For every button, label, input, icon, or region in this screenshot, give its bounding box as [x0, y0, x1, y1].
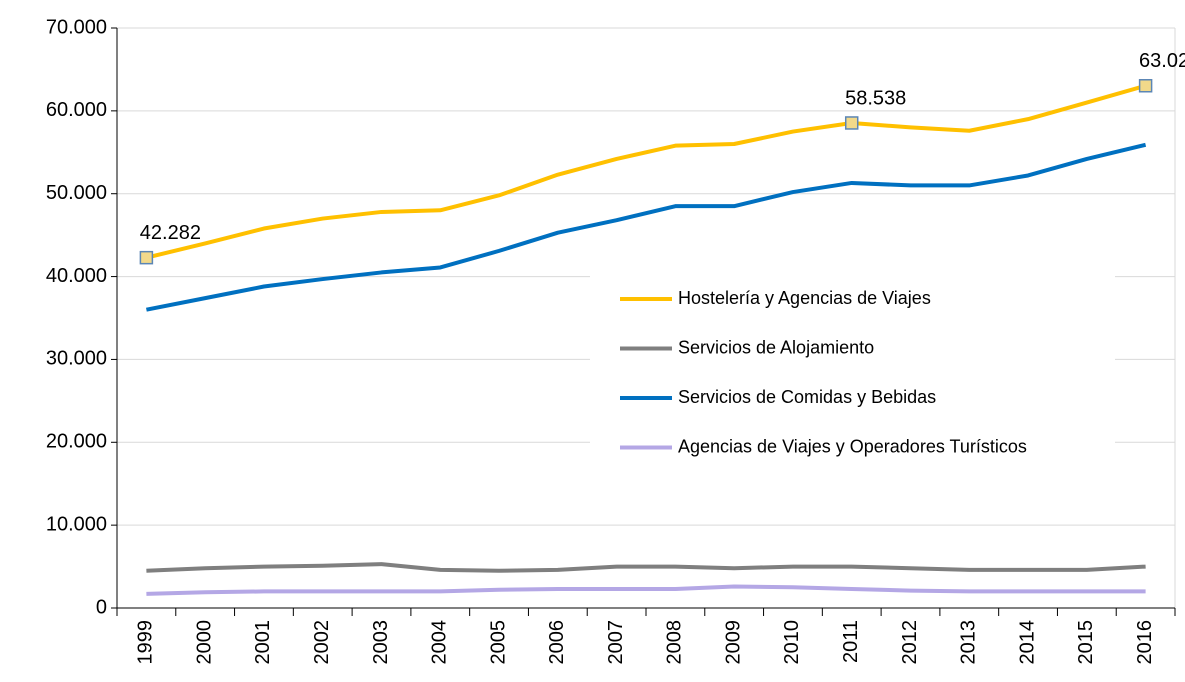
- legend-label: Agencias de Viajes y Operadores Turístic…: [678, 436, 1027, 456]
- y-tick-label: 30.000: [46, 348, 107, 370]
- legend-label: Servicios de Comidas y Bebidas: [678, 387, 936, 407]
- point-marker: [844, 116, 859, 130]
- x-tick-label: 2001: [252, 620, 274, 665]
- y-tick-label: 10.000: [46, 513, 107, 535]
- y-tick-label: 70.000: [46, 16, 107, 38]
- x-tick-label: 2008: [664, 620, 686, 665]
- x-tick-label: 2009: [722, 620, 744, 665]
- legend-box: [590, 272, 1115, 472]
- x-tick-label: 2012: [899, 620, 921, 665]
- point-marker: [1138, 79, 1153, 93]
- x-tick-label: 2010: [781, 620, 803, 665]
- data-label: 42.282: [140, 222, 201, 244]
- x-tick-label: 2013: [958, 620, 980, 665]
- y-tick-label: 0: [96, 596, 107, 618]
- x-tick-label: 2005: [487, 620, 509, 665]
- y-tick-label: 50.000: [46, 182, 107, 204]
- x-tick-label: 2004: [429, 620, 451, 665]
- y-tick-label: 60.000: [46, 99, 107, 121]
- x-tick-label: 2016: [1134, 620, 1156, 665]
- x-tick-label: 2002: [311, 620, 333, 665]
- x-tick-label: 2006: [546, 620, 568, 665]
- x-tick-label: 2007: [605, 620, 627, 665]
- data-label: 58.538: [845, 87, 906, 109]
- series-line: [145, 83, 1147, 260]
- x-tick-label: 2003: [370, 620, 392, 665]
- x-tick-label: 2014: [1016, 620, 1038, 665]
- legend-label: Servicios de Alojamiento: [678, 337, 874, 357]
- point-marker: [139, 250, 154, 265]
- series-line: [146, 584, 1146, 596]
- data-label: 63.029: [1139, 50, 1185, 72]
- x-tick-label: 1999: [135, 620, 157, 665]
- series-line: [146, 142, 1147, 312]
- x-tick-label: 2000: [193, 620, 215, 665]
- y-tick-label: 40.000: [46, 265, 107, 287]
- x-tick-label: 2011: [840, 620, 862, 663]
- y-tick-label: 20.000: [46, 431, 107, 453]
- legend-label: Hostelería y Agencias de Viajes: [678, 288, 931, 308]
- x-tick-label: 2015: [1075, 620, 1097, 665]
- series-line: [146, 562, 1146, 573]
